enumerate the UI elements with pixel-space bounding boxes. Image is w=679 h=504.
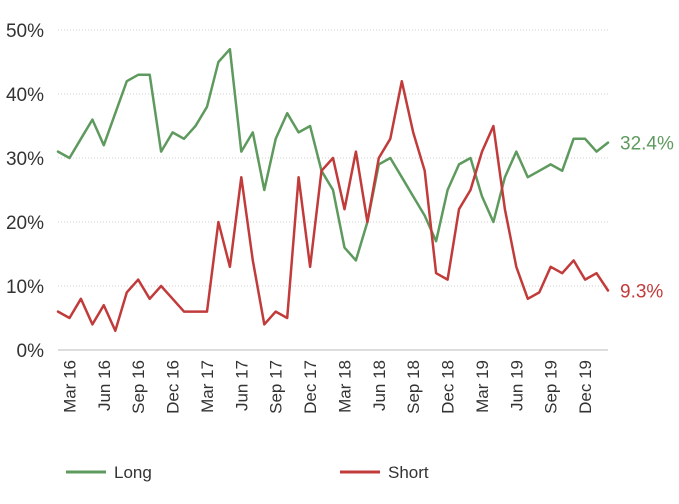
y-tick-label: 40% <box>6 85 44 106</box>
x-tick-label: Sep 17 <box>267 360 286 414</box>
end-labels: 32.4% 9.3% <box>620 134 674 303</box>
x-tick-label: Dec 19 <box>576 360 595 414</box>
x-tick-label: Sep 19 <box>542 360 561 414</box>
x-axis-ticks: Mar 16 Jun 16 Sep 16 Dec 16 Mar 17 Jun 17 Sep … <box>60 360 595 414</box>
x-tick-label: Mar 16 <box>60 360 79 413</box>
x-tick-label: Mar 17 <box>198 360 217 413</box>
x-tick-label: Dec 17 <box>301 360 320 414</box>
gridlines <box>58 29 608 351</box>
x-tick-label: Mar 19 <box>473 360 492 413</box>
y-tick-label: 50% <box>6 21 44 42</box>
x-tick-label: Sep 16 <box>129 360 148 414</box>
series-line-short <box>56 79 610 333</box>
legend-label-long: Long <box>114 463 152 482</box>
series-lines <box>56 47 610 333</box>
y-tick-label: 10% <box>6 277 44 298</box>
x-tick-label: Sep 18 <box>404 360 423 414</box>
y-axis-ticks: 0% 10% 20% 30% 40% 50% <box>6 21 44 362</box>
y-tick-label: 0% <box>17 341 45 362</box>
x-tick-label: Jun 19 <box>507 360 526 411</box>
end-label-short: 9.3% <box>620 281 663 302</box>
end-label-long: 32.4% <box>620 134 674 155</box>
x-tick-label: Jun 16 <box>95 360 114 411</box>
x-tick-label: Dec 16 <box>164 360 183 414</box>
y-tick-label: 30% <box>6 149 44 170</box>
series-line-long <box>56 47 610 262</box>
legend-label-short: Short <box>388 463 429 482</box>
x-tick-label: Jun 18 <box>370 360 389 411</box>
y-tick-label: 20% <box>6 213 44 234</box>
legend: Long Short <box>66 463 429 482</box>
x-tick-label: Dec 18 <box>439 360 458 414</box>
x-tick-label: Mar 18 <box>335 360 354 413</box>
x-tick-label: Jun 17 <box>232 360 251 411</box>
